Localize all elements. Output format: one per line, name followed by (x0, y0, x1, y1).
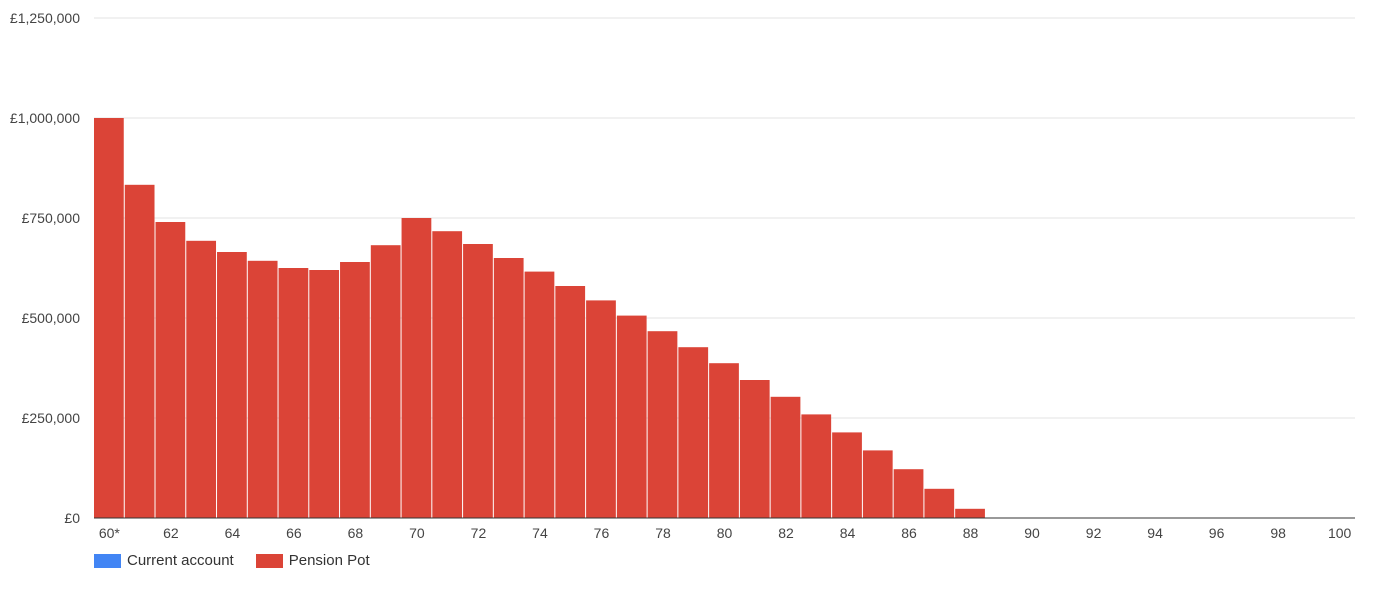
x-tick-label: 88 (963, 525, 979, 541)
x-tick-label: 82 (778, 525, 794, 541)
bar-pension-pot[interactable] (924, 488, 955, 518)
x-tick-label: 100 (1328, 525, 1352, 541)
y-tick-label: £250,000 (22, 410, 81, 426)
x-tick-label: 70 (409, 525, 425, 541)
bar-pension-pot[interactable] (739, 380, 770, 518)
bar-pension-pot[interactable] (94, 118, 124, 518)
bar-pension-pot[interactable] (217, 252, 247, 518)
bar-pension-pot[interactable] (555, 286, 586, 518)
y-tick-label: £0 (64, 510, 80, 526)
legend-item-current-account[interactable]: Current account (94, 552, 234, 569)
bar-pension-pot[interactable] (463, 244, 493, 518)
x-tick-label: 86 (901, 525, 917, 541)
bars (94, 118, 985, 519)
x-tick-label: 84 (840, 525, 856, 541)
legend-item-pension-pot[interactable]: Pension Pot (255, 552, 370, 569)
x-tick-label: 74 (532, 525, 548, 541)
bar-pension-pot[interactable] (647, 331, 678, 518)
bar-pension-pot[interactable] (309, 270, 340, 518)
bar-pension-pot[interactable] (524, 271, 555, 518)
bar-pension-pot[interactable] (893, 469, 924, 518)
bar-pension-pot[interactable] (493, 258, 524, 518)
x-tick-label: 96 (1209, 525, 1225, 541)
x-tick-label: 90 (1024, 525, 1040, 541)
bar-pension-pot[interactable] (432, 231, 463, 518)
x-tick-label: 72 (471, 525, 487, 541)
x-tick-label: 78 (655, 525, 671, 541)
bar-pension-pot[interactable] (616, 315, 647, 518)
legend: Current account Pension Pot (94, 552, 370, 569)
x-tick-label: 94 (1147, 525, 1163, 541)
bar-pension-pot[interactable] (770, 396, 801, 518)
y-tick-label: £1,250,000 (10, 10, 80, 26)
bar-pension-pot[interactable] (247, 260, 278, 518)
bar-pension-pot[interactable] (155, 222, 186, 518)
x-tick-label: 60* (99, 525, 121, 541)
bar-pension-pot[interactable] (340, 262, 370, 518)
bar-pension-pot[interactable] (124, 184, 155, 519)
bar-pension-pot[interactable] (186, 240, 217, 519)
y-tick-label: £500,000 (22, 310, 81, 326)
y-tick-label: £750,000 (22, 210, 81, 226)
x-tick-label: 80 (717, 525, 733, 541)
bar-pension-pot[interactable] (709, 363, 739, 518)
x-tick-label: 62 (163, 525, 179, 541)
y-tick-label: £1,000,000 (10, 110, 80, 126)
legend-label-pension-pot: Pension Pot (288, 552, 370, 569)
x-axis-labels: 60* 62 64 66 68 70 72 74 76 78 80 82 84 86 88 90 92 94 96 9… (99, 525, 1352, 541)
bar-pension-pot[interactable] (586, 300, 616, 518)
bar-pension-pot[interactable] (678, 347, 709, 518)
x-tick-label: 68 (348, 525, 364, 541)
bar-pension-pot[interactable] (370, 245, 401, 518)
bar-pension-pot[interactable] (832, 432, 862, 518)
bar-pension-pot[interactable] (862, 450, 893, 518)
x-tick-label: 76 (594, 525, 610, 541)
legend-swatch-pension-pot (255, 553, 283, 568)
x-tick-label: 64 (225, 525, 241, 541)
bar-pension-pot[interactable] (278, 268, 309, 518)
legend-swatch-current-account (94, 553, 121, 568)
legend-label-current-account: Current account (127, 552, 234, 569)
x-tick-label: 92 (1086, 525, 1102, 541)
x-tick-label: 66 (286, 525, 302, 541)
x-tick-label: 98 (1270, 525, 1286, 541)
bar-pension-pot[interactable] (801, 414, 832, 518)
bar-pension-pot[interactable] (401, 218, 432, 518)
bar-pension-pot[interactable] (955, 508, 985, 518)
y-axis-labels: £0 £250,000 £500,000 £750,000 £1,000,000 £1,2… (10, 10, 80, 526)
